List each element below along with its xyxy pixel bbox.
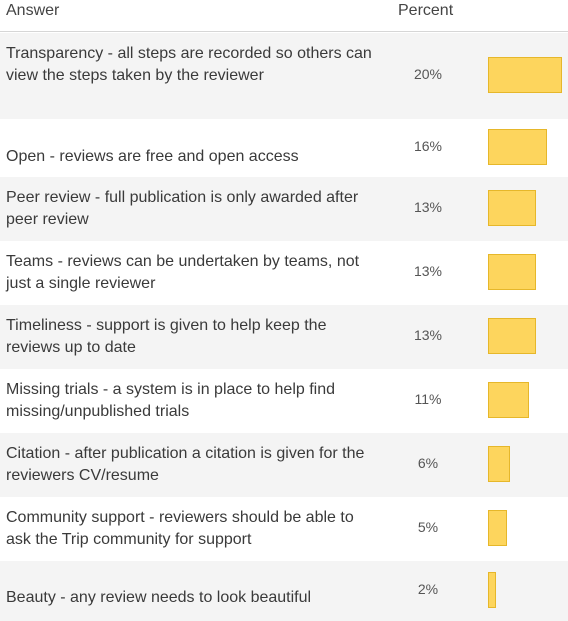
percent-column-header: Percent: [398, 2, 454, 19]
table-row: Peer review - full publication is only a…: [0, 177, 568, 241]
table-row: Beauty - any review needs to look beauti…: [0, 561, 568, 621]
table-row: Open - reviews are free and open access 1…: [0, 119, 568, 177]
table-row: Citation - after publication a citation …: [0, 433, 568, 497]
answer-label: Timeliness - support is given to help ke…: [6, 317, 327, 356]
percent-label: 13%: [413, 199, 443, 215]
percent-bar: [488, 129, 547, 165]
table-row: Timeliness - support is given to help ke…: [0, 305, 568, 369]
answer-label: Transparency - all steps are recorded so…: [6, 45, 372, 84]
percent-bar: [488, 318, 536, 354]
answer-label: Missing trials - a system is in place to…: [6, 381, 336, 420]
percent-label: 6%: [417, 455, 439, 471]
percent-label: 13%: [413, 263, 443, 279]
percent-label: 13%: [413, 327, 443, 343]
answer-label: Peer review - full publication is only a…: [6, 189, 359, 228]
percent-bar: [488, 446, 510, 482]
percent-label: 2%: [417, 581, 439, 597]
percent-bar: [488, 572, 496, 608]
answer-label: Open - reviews are free and open access: [6, 148, 299, 165]
percent-label: 20%: [413, 66, 443, 82]
answer-label: Teams - reviews can be undertaken by tea…: [6, 253, 360, 292]
answer-label: Citation - after publication a citation …: [6, 445, 365, 484]
percent-label: 11%: [414, 391, 442, 407]
percent-label: 5%: [417, 519, 439, 535]
percent-label: 16%: [413, 138, 443, 154]
table-header: Answer Percent: [0, 0, 568, 32]
percent-bar: [488, 254, 536, 290]
answer-column-header: Answer: [6, 2, 60, 19]
percent-bar: [488, 510, 507, 546]
table-row: Community support - reviewers should be …: [0, 497, 568, 561]
percent-bar: [488, 190, 536, 226]
answer-label: Beauty - any review needs to look beauti…: [6, 589, 312, 606]
table-row: Missing trials - a system is in place to…: [0, 369, 568, 433]
table-row: Teams - reviews can be undertaken by tea…: [0, 241, 568, 305]
percent-bar: [488, 57, 562, 93]
percent-bar: [488, 382, 529, 418]
table-row: Transparency - all steps are recorded so…: [0, 33, 568, 119]
answer-label: Community support - reviewers should be …: [6, 509, 354, 548]
